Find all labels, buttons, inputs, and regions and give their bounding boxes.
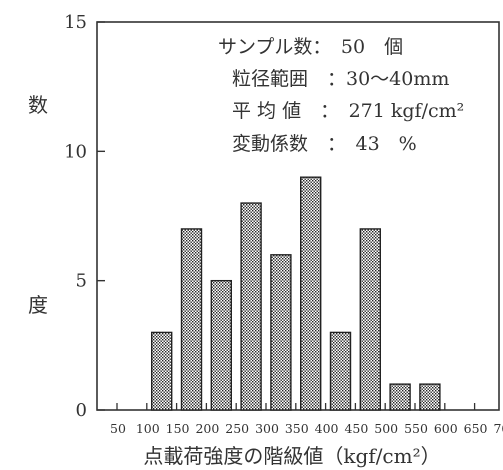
- stat-sample-count: サンプル数： 50 個: [218, 36, 404, 58]
- x-tick-label: 50: [110, 421, 126, 436]
- y-tick-label: 10: [64, 141, 87, 162]
- bar-500: [389, 383, 411, 411]
- bar-350: [300, 176, 322, 411]
- bar-250: [240, 202, 262, 411]
- x-tick-label: 200: [195, 421, 219, 436]
- x-tick-label: 100: [136, 421, 160, 436]
- x-tick-label: 150: [166, 421, 190, 436]
- x-axis-ticks: 50 100 150 200 250 300 350 400 450 500 550 600 650 70…: [110, 403, 503, 436]
- y-axis-ticks: 0 5 10 15: [64, 12, 105, 421]
- y-axis-title-top: 数: [28, 93, 48, 117]
- stat-mean: 平 均 値 ： 271 kgf/cm²: [232, 100, 465, 122]
- stat-particle-range: 粒径範囲 ：30〜40mm: [232, 68, 450, 90]
- bars-group: [150, 176, 441, 411]
- y-tick-label: 0: [76, 400, 87, 421]
- bar-150: [180, 228, 203, 411]
- x-tick-label: 250: [225, 421, 249, 436]
- x-axis-title: 点載荷強度の階級値（kgf/cm²）: [143, 444, 440, 468]
- plot-frame: [96, 21, 500, 411]
- x-tick-label: 450: [344, 421, 368, 436]
- x-tick-label: 650: [464, 421, 488, 436]
- bar-300: [270, 254, 292, 411]
- bar-100: [150, 331, 173, 411]
- x-tick-label: 500: [374, 421, 398, 436]
- y-tick-label: 5: [76, 271, 87, 292]
- bar-550: [419, 383, 441, 411]
- x-tick-label: 350: [285, 421, 309, 436]
- stat-cv: 変動係数 ： 43 %: [232, 133, 417, 155]
- x-tick-label: 700: [493, 421, 503, 436]
- y-tick-label: 15: [64, 12, 87, 33]
- x-tick-label: 400: [315, 421, 339, 436]
- x-tick-label: 550: [404, 421, 428, 436]
- plot-border: [96, 21, 500, 411]
- bar-400: [329, 331, 352, 411]
- y-axis-title-bottom: 度: [28, 293, 48, 317]
- bar-450: [359, 228, 381, 411]
- x-tick-label: 300: [255, 421, 279, 436]
- x-tick-label: 600: [434, 421, 458, 436]
- bar-200: [210, 279, 233, 411]
